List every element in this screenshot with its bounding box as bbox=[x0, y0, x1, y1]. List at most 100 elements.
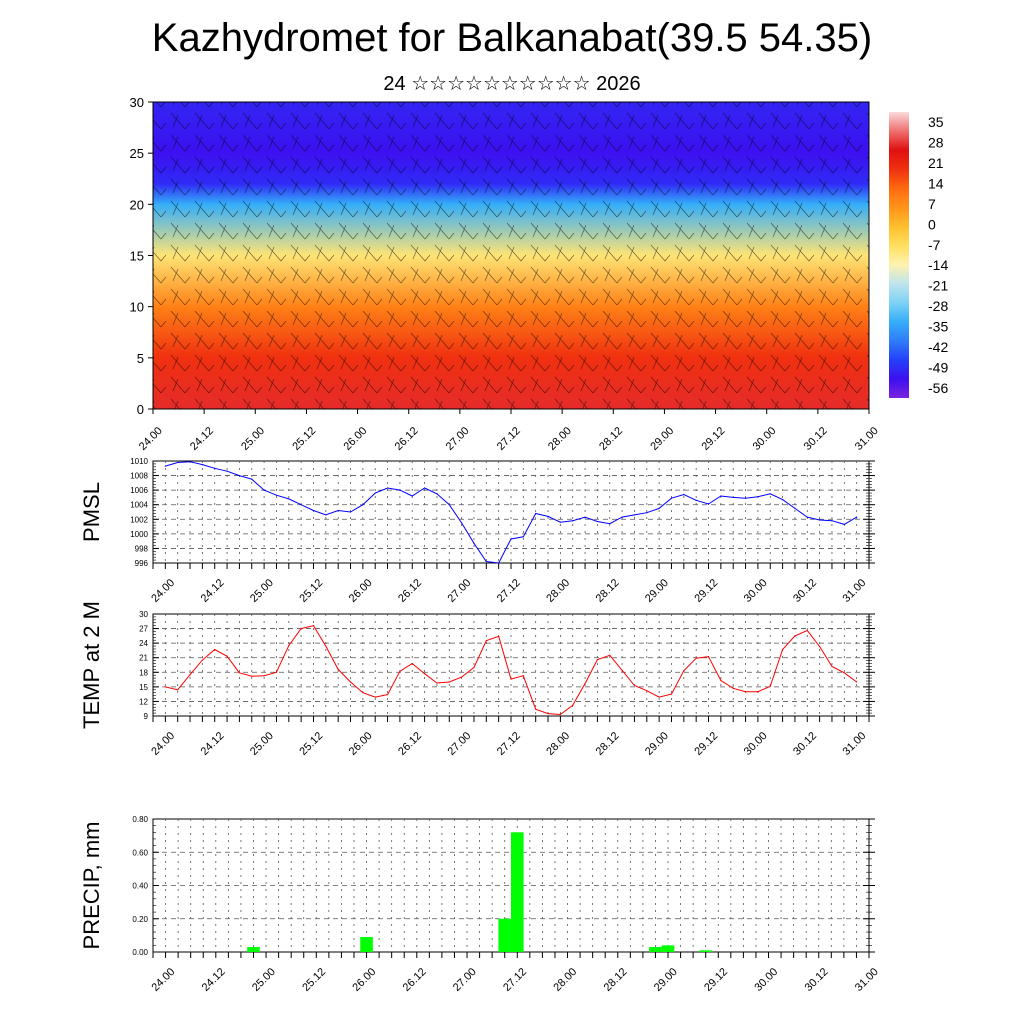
data-point bbox=[658, 696, 660, 698]
data-point bbox=[769, 685, 771, 687]
x-tick-label: 25.12 bbox=[300, 966, 328, 994]
data-point bbox=[325, 514, 327, 516]
data-point bbox=[288, 644, 290, 647]
data-point bbox=[510, 538, 512, 540]
colorbar-label: -28 bbox=[928, 298, 948, 314]
data-point bbox=[646, 512, 648, 514]
data-point bbox=[226, 470, 228, 472]
field-y-tick-label: 15 bbox=[130, 249, 144, 264]
y-axis-title: TEMP at 2 M bbox=[79, 601, 104, 729]
data-point bbox=[349, 681, 352, 683]
data-point bbox=[448, 504, 450, 506]
data-point bbox=[201, 464, 203, 466]
data-point bbox=[658, 507, 660, 509]
data-point bbox=[609, 523, 611, 525]
data-point bbox=[436, 682, 438, 684]
data-point bbox=[670, 497, 673, 499]
data-point bbox=[695, 499, 697, 501]
field-y-tick-label: 25 bbox=[130, 146, 144, 161]
x-tick-label: 30.12 bbox=[803, 966, 831, 994]
y-tick-label: 18 bbox=[139, 668, 148, 677]
data-point bbox=[732, 496, 734, 499]
data-point bbox=[337, 509, 339, 512]
data-point bbox=[263, 489, 265, 491]
data-point bbox=[362, 692, 364, 694]
y-axis-title: PMSL bbox=[79, 482, 104, 542]
data-point bbox=[621, 516, 623, 518]
data-point bbox=[498, 562, 500, 564]
data-point bbox=[214, 648, 216, 651]
data-point bbox=[707, 656, 710, 658]
colorbar-label: -35 bbox=[928, 319, 948, 335]
x-tick-label: 31.00 bbox=[853, 966, 881, 994]
x-tick-label: 26.12 bbox=[401, 966, 429, 994]
precip-bar bbox=[360, 937, 373, 952]
data-point bbox=[485, 560, 487, 563]
data-point bbox=[436, 493, 438, 495]
data-point bbox=[164, 686, 166, 688]
y-tick-label: 1006 bbox=[130, 486, 148, 495]
colorbar-label: 14 bbox=[928, 176, 944, 192]
field-y-tick-label: 10 bbox=[130, 300, 144, 315]
colorbar-label: -14 bbox=[928, 257, 948, 273]
field-y-tick-label: 5 bbox=[137, 351, 144, 366]
data-point bbox=[399, 489, 401, 491]
x-tick-label: 29.00 bbox=[652, 966, 680, 994]
data-point bbox=[695, 657, 697, 659]
x-tick-label: 29.12 bbox=[702, 966, 730, 994]
colorbar-label: -7 bbox=[928, 237, 941, 253]
data-point bbox=[300, 627, 302, 630]
x-tick-label: 28.12 bbox=[602, 966, 630, 994]
precip-bar bbox=[511, 832, 524, 952]
data-point bbox=[572, 520, 574, 522]
colorbar-label: 21 bbox=[928, 155, 944, 171]
y-tick-label: 0.40 bbox=[132, 882, 148, 891]
x-tick-label: 24.12 bbox=[200, 966, 228, 994]
data-point bbox=[806, 516, 808, 518]
colorbar-label: 0 bbox=[928, 216, 936, 232]
data-point bbox=[226, 655, 228, 657]
data-point bbox=[720, 495, 722, 497]
data-point bbox=[535, 512, 537, 515]
data-point bbox=[461, 522, 463, 524]
x-tick-label: 28.00 bbox=[551, 966, 579, 994]
field-y-tick-label: 0 bbox=[137, 402, 144, 417]
colorbar-label: -49 bbox=[928, 359, 948, 375]
data-point bbox=[856, 681, 858, 683]
data-point bbox=[374, 696, 376, 698]
data-point bbox=[522, 675, 524, 677]
data-point bbox=[423, 487, 426, 489]
wind-barbs bbox=[153, 102, 869, 409]
data-point bbox=[423, 673, 426, 675]
data-point bbox=[312, 509, 315, 512]
data-point bbox=[609, 654, 611, 656]
data-point bbox=[559, 713, 561, 716]
data-point bbox=[201, 659, 203, 661]
data-point bbox=[177, 461, 179, 464]
data-point bbox=[399, 670, 401, 672]
precip-bar bbox=[661, 945, 675, 952]
x-tick-label: 27.00 bbox=[451, 966, 479, 994]
data-point bbox=[596, 659, 599, 661]
data-point bbox=[535, 708, 537, 710]
data-point bbox=[621, 669, 623, 671]
y-tick-label: 998 bbox=[135, 544, 149, 553]
data-point bbox=[670, 693, 673, 695]
data-point bbox=[794, 507, 796, 509]
x-tick-label: 27.12 bbox=[501, 966, 529, 994]
data-point bbox=[411, 662, 413, 665]
x-tick-label: 26.00 bbox=[350, 966, 378, 994]
y-tick-label: 27 bbox=[139, 625, 148, 634]
data-point bbox=[831, 665, 833, 668]
data-point bbox=[362, 504, 364, 506]
data-point bbox=[214, 467, 216, 469]
colorbar-label: -42 bbox=[928, 339, 948, 355]
colorbar-label: 7 bbox=[928, 196, 936, 212]
data-point bbox=[485, 640, 487, 642]
data-point bbox=[189, 674, 191, 676]
y-tick-label: 1008 bbox=[130, 472, 148, 481]
y-tick-label: 1004 bbox=[130, 501, 148, 510]
